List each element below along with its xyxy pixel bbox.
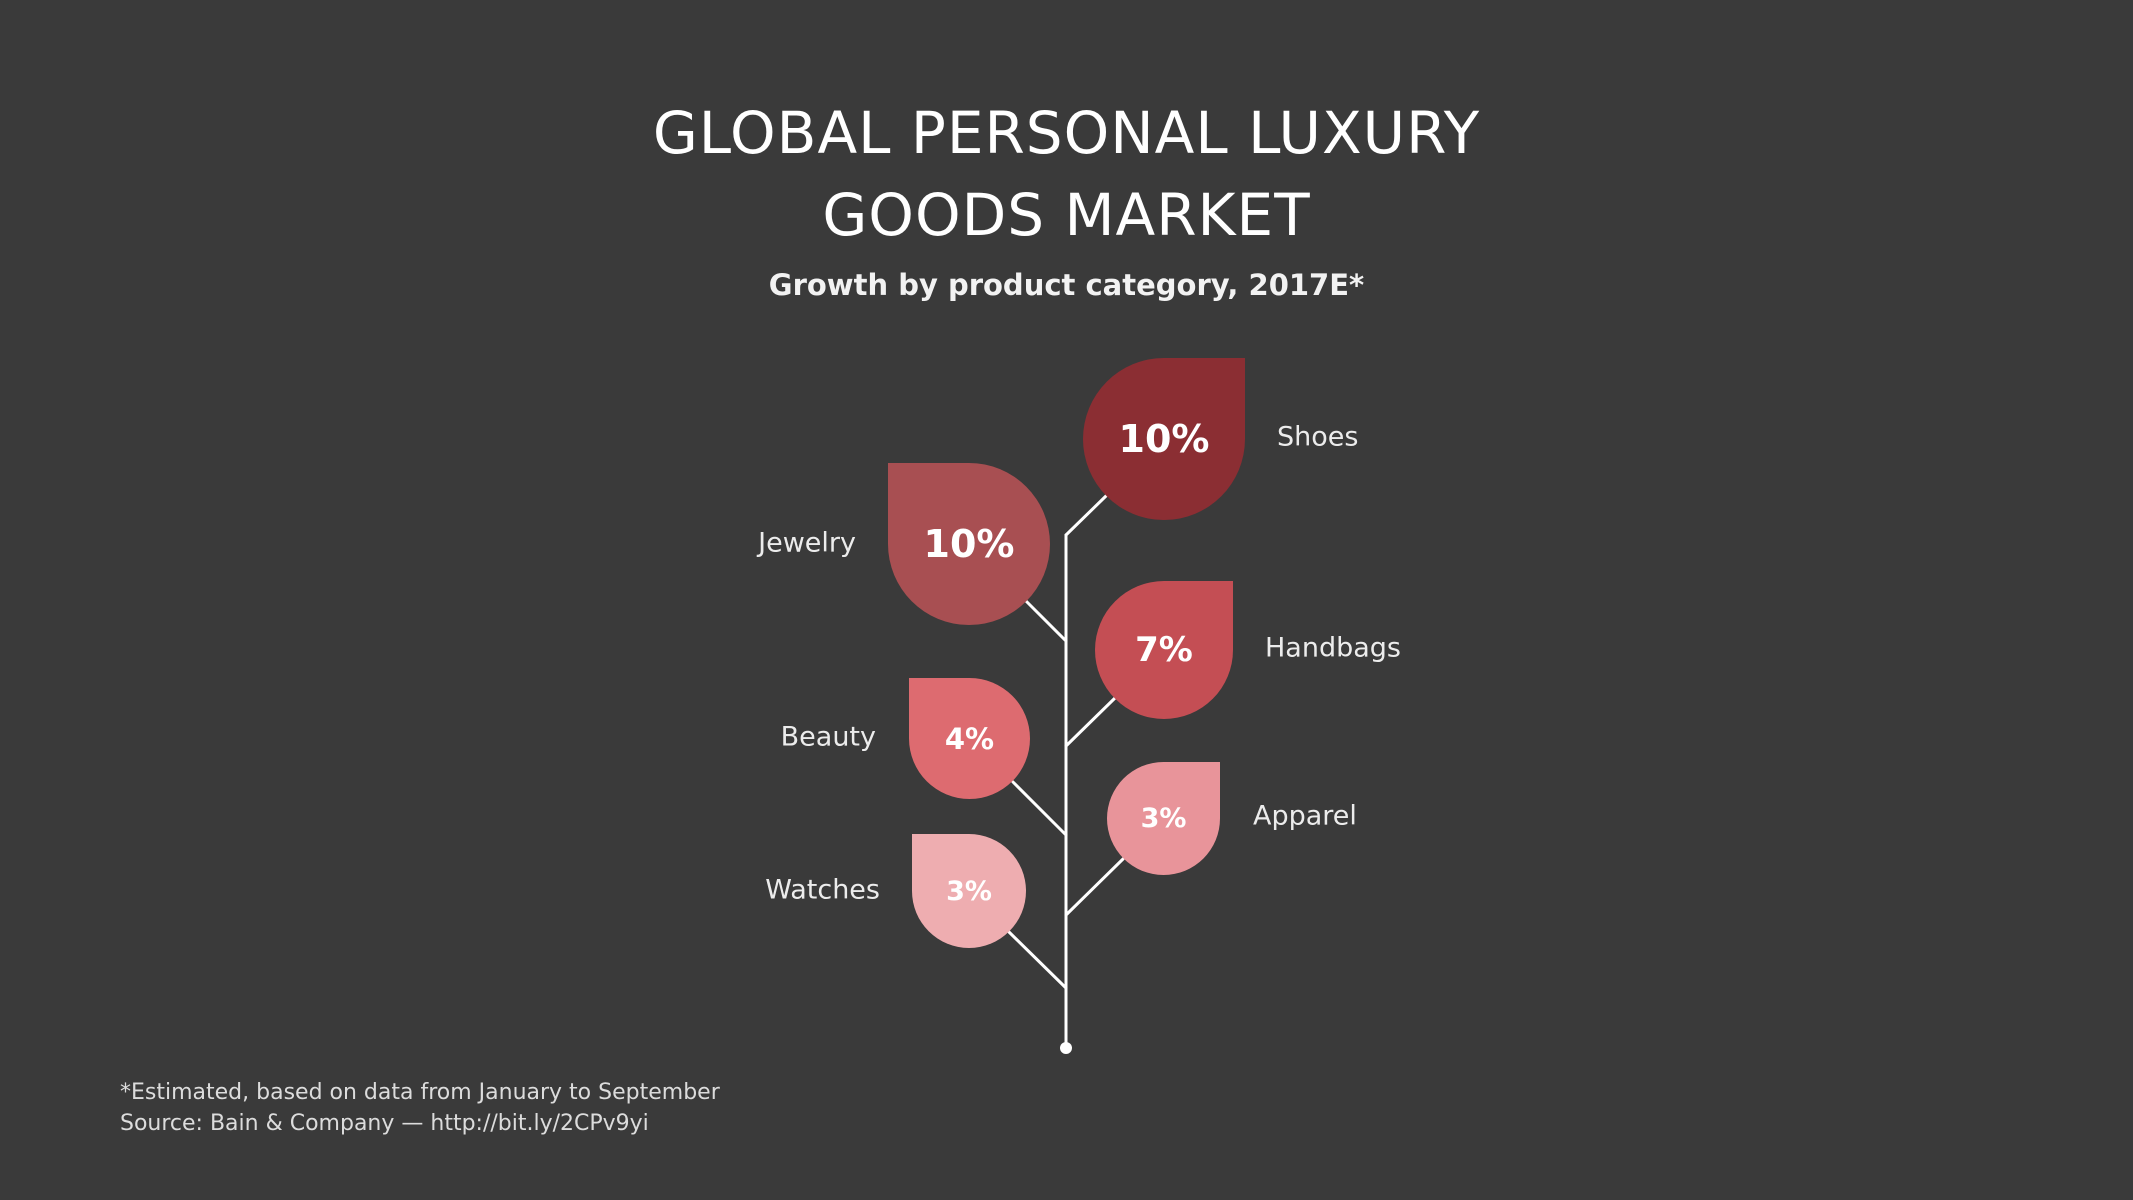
leaf-value-apparel: 3% (1140, 803, 1187, 834)
leaf-value-watches: 3% (946, 875, 992, 907)
leaf-value-jewelry: 10% (923, 522, 1015, 566)
stem-root-dot (1060, 1042, 1072, 1054)
branch-beauty (1011, 780, 1068, 837)
label-watches: Watches (765, 874, 880, 906)
label-apparel: Apparel (1253, 800, 1357, 832)
leaf-value-handbags: 7% (1135, 630, 1193, 670)
branch-jewelry (1024, 599, 1068, 643)
leaf-shoes: 10% (1083, 358, 1245, 520)
leaf-watches: 3% (912, 834, 1026, 948)
leaf-value-shoes: 10% (1118, 417, 1210, 461)
leaf-value-beauty: 4% (944, 721, 995, 756)
branch-shoes (1064, 493, 1109, 537)
chart-title: GLOBAL PERSONAL LUXURY GOODS MARKET (0, 92, 2133, 256)
label-shoes: Shoes (1277, 421, 1359, 453)
leaf-beauty: 4% (909, 678, 1030, 799)
footnote-source: Source: Bain & Company — http://bit.ly/2… (120, 1111, 649, 1136)
label-beauty: Beauty (780, 721, 876, 753)
chart-title-line-2: GOODS MARKET (822, 181, 1311, 249)
label-handbags: Handbags (1265, 632, 1401, 664)
footnote-estimate: *Estimated, based on data from January t… (120, 1080, 720, 1105)
leaf-jewelry: 10% (888, 463, 1050, 625)
chart-title-line-1: GLOBAL PERSONAL LUXURY (652, 99, 1481, 167)
chart-subtitle: Growth by product category, 2017E* (768, 268, 1365, 302)
branch-apparel (1064, 857, 1125, 917)
branch-handbags (1064, 696, 1117, 748)
leaf-handbags: 7% (1095, 581, 1233, 719)
branch-watches (1007, 930, 1068, 990)
label-jewelry: Jewelry (758, 527, 856, 559)
leaf-apparel: 3% (1107, 762, 1220, 875)
